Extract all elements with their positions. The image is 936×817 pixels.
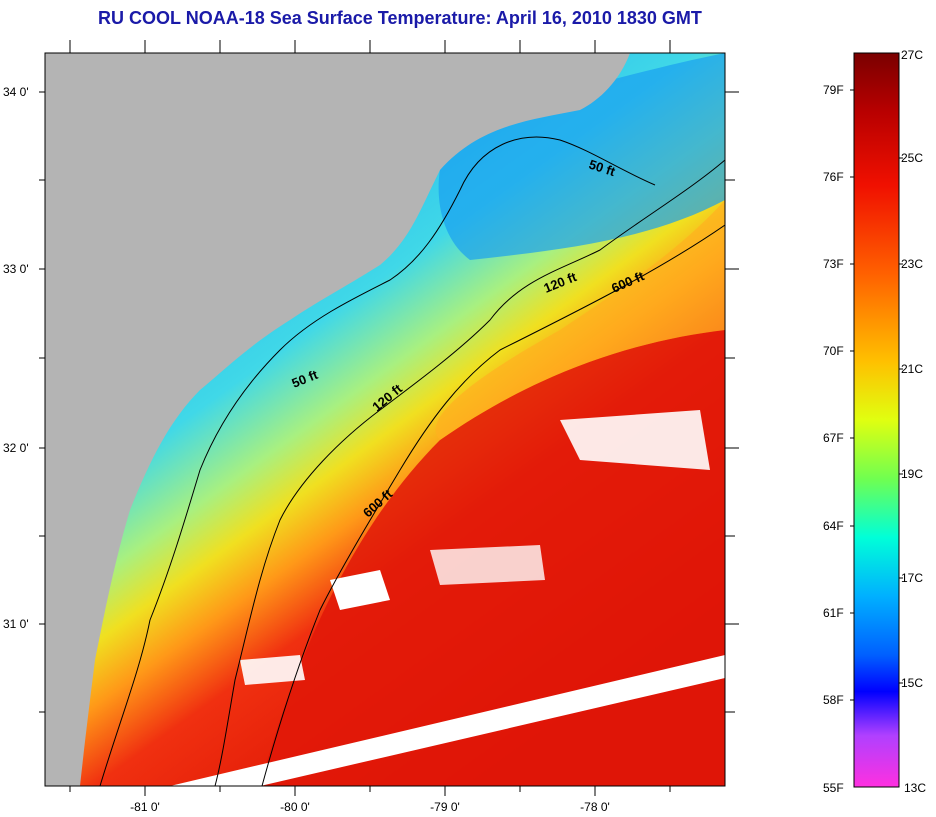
fahrenheit-label: 64F <box>823 519 844 533</box>
cloud-patch <box>330 570 390 610</box>
lon-tick-label: -78 0' <box>580 800 610 814</box>
celsius-label: 13C <box>904 781 926 795</box>
warm-water-band <box>435 200 725 440</box>
celsius-label: 21C <box>901 362 923 376</box>
contour-120ft <box>214 159 725 786</box>
colorbar-ticks <box>850 89 903 701</box>
fahrenheit-label: 70F <box>823 344 844 358</box>
lat-tick-label: 33 0' <box>3 262 29 276</box>
fahrenheit-label: 79F <box>823 83 844 97</box>
contour-600ft <box>261 224 725 786</box>
fahrenheit-label: 58F <box>823 693 844 707</box>
lat-tick-label: 32 0' <box>3 441 29 455</box>
lon-tick-label: -80 0' <box>280 800 310 814</box>
fahrenheit-label: 55F <box>823 781 844 795</box>
fahrenheit-label: 61F <box>823 606 844 620</box>
cloud-patch <box>430 545 545 585</box>
lat-tick-label: 34 0' <box>3 85 29 99</box>
lon-tick-label: -81 0' <box>130 800 160 814</box>
land <box>45 53 630 786</box>
celsius-label: 27C <box>901 48 923 62</box>
celsius-label: 23C <box>901 257 923 271</box>
cool-water-north <box>438 53 725 260</box>
fahrenheit-label: 67F <box>823 431 844 445</box>
celsius-label: 25C <box>901 151 923 165</box>
contour-50ft <box>99 136 656 786</box>
temperature-colorbar: 79F 76F 73F 70F 67F 64F 61F 58F 55F 27C … <box>823 48 926 795</box>
lat-tick-label: 31 0' <box>3 617 29 631</box>
celsius-label: 17C <box>901 571 923 585</box>
colorbar-gradient <box>853 52 900 788</box>
satellite-gap-swath <box>170 655 725 786</box>
fahrenheit-label: 73F <box>823 257 844 271</box>
celsius-label: 15C <box>901 676 923 690</box>
celsius-label: 19C <box>901 467 923 481</box>
fahrenheit-label: 76F <box>823 170 844 184</box>
cloud-patch <box>560 410 710 470</box>
cloud-patch <box>240 655 305 685</box>
map-frame <box>44 52 726 787</box>
lat-axis: 34 0' 33 0' 32 0' 31 0' <box>3 85 739 713</box>
sst-map: 50 ft 120 ft 600 ft 50 ft 120 ft 600 ft … <box>3 40 739 814</box>
lon-tick-label: -79 0' <box>430 800 460 814</box>
map-title: RU COOL NOAA-18 Sea Surface Temperature:… <box>98 8 702 28</box>
lon-axis: -81 0' -80 0' -79 0' -78 0' <box>69 40 671 814</box>
